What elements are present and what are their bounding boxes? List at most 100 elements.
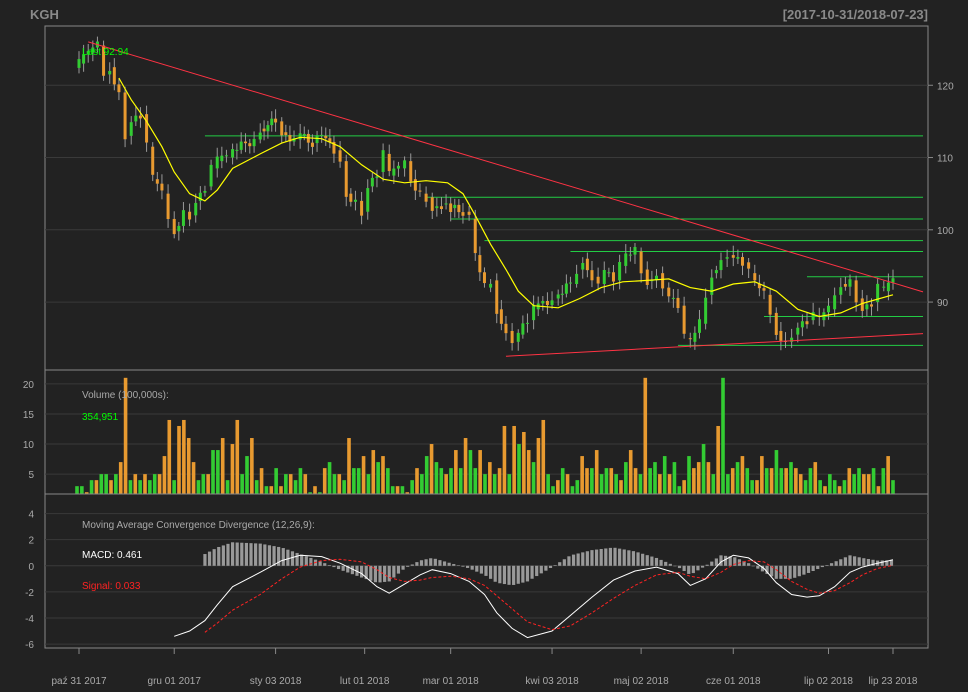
volume-bar <box>575 480 580 494</box>
x-tick-label: lip 23 2018 <box>869 676 918 687</box>
volume-bar <box>794 468 798 494</box>
candle-body <box>418 190 422 192</box>
candle-body <box>882 286 886 288</box>
macd-histogram-bar <box>889 560 894 566</box>
volume-bar <box>478 450 482 494</box>
candle-body <box>353 199 357 202</box>
macd-histogram-bar <box>341 565 345 571</box>
volume-bar <box>633 468 638 494</box>
candle-body <box>310 142 314 147</box>
volume-bar <box>512 425 516 494</box>
macd-histogram-bar <box>636 552 640 566</box>
macd-histogram-bar <box>604 548 608 566</box>
volume-bar <box>769 468 774 494</box>
candle-body <box>449 203 453 213</box>
volume-bar <box>84 492 89 494</box>
candle-body <box>332 141 336 154</box>
volume-bar <box>182 419 186 494</box>
macd-histogram-bar <box>479 565 483 574</box>
macd-histogram-bar <box>696 565 700 571</box>
candle-body <box>826 305 830 313</box>
macd-histogram-bar <box>641 553 645 566</box>
candle-body <box>138 115 142 119</box>
volume-bar <box>332 474 337 494</box>
volume-bar <box>832 480 837 494</box>
candle-body <box>682 305 686 334</box>
candle-body <box>243 141 247 144</box>
macd-histogram-bar <box>447 562 451 566</box>
candle-body <box>564 283 568 294</box>
macd-histogram-bar <box>369 565 373 581</box>
volume-bar <box>828 474 832 494</box>
macd-histogram-bar <box>590 550 594 566</box>
volume-bar <box>531 462 536 494</box>
macd-histogram-bar <box>627 550 631 566</box>
macd-histogram-bar <box>562 559 566 566</box>
candle-body <box>628 254 632 256</box>
macd-histogram-bar <box>244 542 249 566</box>
candle-body <box>693 332 697 342</box>
candle-body <box>338 150 342 162</box>
volume-bar <box>594 450 599 494</box>
candle-body <box>239 141 243 150</box>
volume-bar <box>308 492 312 494</box>
volume-bar <box>196 480 201 494</box>
candle-body <box>740 257 744 266</box>
x-tick-label: kwi 03 2018 <box>525 676 579 687</box>
candle-body <box>704 297 708 324</box>
volume-bar <box>322 468 327 494</box>
candle-body <box>869 304 873 307</box>
candle-body <box>489 283 493 288</box>
macd-histogram-bar <box>525 565 530 582</box>
macd-histogram-bar <box>594 549 599 566</box>
candle-body <box>387 153 391 172</box>
candle-body <box>457 204 461 213</box>
volume-bar <box>837 486 842 494</box>
macd-histogram-bar <box>631 551 636 566</box>
macd-histogram-bar <box>751 565 755 567</box>
macd-histogram-bar <box>770 565 774 577</box>
volume-bar <box>240 474 244 494</box>
macd-histogram-bar <box>272 546 276 566</box>
macd-histogram-bar <box>387 565 391 582</box>
candle-body <box>467 211 471 215</box>
candle-body <box>349 193 353 202</box>
volume-bar <box>502 425 507 494</box>
volume-bar <box>356 468 361 494</box>
trendline <box>505 333 924 357</box>
macd-histogram-bar <box>396 565 401 574</box>
candle-body <box>796 327 800 335</box>
candle-body <box>360 200 364 216</box>
volume-bar <box>152 474 157 494</box>
volume-bar <box>186 438 191 494</box>
candle-body <box>645 269 649 285</box>
volume-bar <box>619 480 623 494</box>
candle-body <box>145 114 149 143</box>
volume-bar <box>405 492 410 494</box>
macd-panel: -6 -4 -2 0 2 4 <box>25 493 928 651</box>
candle-body <box>320 134 324 136</box>
macd-histogram-bar <box>848 555 852 566</box>
candle-body <box>209 164 213 187</box>
candle-body <box>611 272 615 282</box>
macd-histogram-bar <box>700 565 705 568</box>
volume-panel: 5 10 15 20 <box>23 369 928 494</box>
volume-bar <box>415 468 419 494</box>
macd-histogram-bar <box>788 565 792 579</box>
macd-histogram-bar <box>203 554 207 566</box>
candle-body <box>424 193 428 202</box>
candle-body <box>495 280 499 314</box>
macd-histogram-bar <box>613 547 617 566</box>
x-tick-label: lip 02 2018 <box>804 676 853 687</box>
candle-body <box>478 255 482 273</box>
volume-bar <box>293 480 298 494</box>
volume-bar <box>337 474 342 494</box>
volume-bar <box>143 474 147 494</box>
volume-bar <box>755 480 759 494</box>
candle-body <box>532 304 536 321</box>
macd-histogram-bar <box>521 565 525 583</box>
volume-bar <box>764 468 769 494</box>
volume-bar <box>269 486 274 494</box>
volume-bar <box>823 486 827 494</box>
macd-histogram-bar <box>258 543 262 566</box>
